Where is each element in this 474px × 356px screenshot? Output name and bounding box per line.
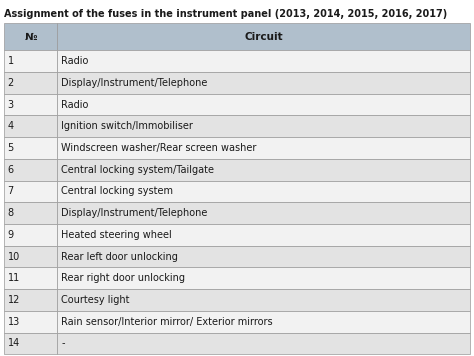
Text: Display/Instrument/Telephone: Display/Instrument/Telephone	[61, 78, 208, 88]
Text: Assignment of the fuses in the instrument panel (2013, 2014, 2015, 2016, 2017): Assignment of the fuses in the instrumen…	[4, 9, 447, 19]
Bar	[57, 115, 470, 137]
Bar	[57, 289, 470, 311]
Text: Rear right door unlocking: Rear right door unlocking	[61, 273, 185, 283]
Bar	[4, 202, 57, 224]
Bar	[4, 50, 57, 72]
Bar	[4, 333, 57, 354]
Bar	[57, 333, 470, 354]
Text: 10: 10	[8, 252, 20, 262]
Text: 1: 1	[8, 56, 14, 66]
Text: Central locking system: Central locking system	[61, 187, 173, 197]
Text: Heated steering wheel: Heated steering wheel	[61, 230, 172, 240]
Bar	[4, 289, 57, 311]
Bar	[4, 224, 57, 246]
Text: 7: 7	[8, 187, 14, 197]
Text: Rain sensor/Interior mirror/ Exterior mirrors: Rain sensor/Interior mirror/ Exterior mi…	[61, 316, 273, 327]
Bar	[4, 159, 57, 180]
Bar	[4, 94, 57, 115]
Text: 4: 4	[8, 121, 14, 131]
Text: Radio: Radio	[61, 100, 89, 110]
Bar	[57, 246, 470, 267]
Text: 11: 11	[8, 273, 20, 283]
Bar	[57, 137, 470, 159]
Text: -: -	[61, 338, 65, 349]
Text: Circuit: Circuit	[245, 32, 283, 42]
Bar	[4, 180, 57, 202]
Bar	[4, 137, 57, 159]
Bar	[4, 311, 57, 333]
Text: 9: 9	[8, 230, 14, 240]
Bar	[57, 311, 470, 333]
Text: Rear left door unlocking: Rear left door unlocking	[61, 252, 178, 262]
Text: 2: 2	[8, 78, 14, 88]
Text: Courtesy light: Courtesy light	[61, 295, 130, 305]
Text: Radio: Radio	[61, 56, 89, 66]
Bar	[57, 224, 470, 246]
Bar	[57, 202, 470, 224]
Bar	[57, 159, 470, 180]
Bar	[4, 115, 57, 137]
Bar	[57, 180, 470, 202]
Text: 13: 13	[8, 316, 20, 327]
Text: 8: 8	[8, 208, 14, 218]
Bar	[57, 50, 470, 72]
Bar	[57, 94, 470, 115]
Bar	[4, 72, 57, 94]
Text: 5: 5	[8, 143, 14, 153]
Bar	[57, 23, 470, 50]
Bar	[4, 23, 57, 50]
Text: Display/Instrument/Telephone: Display/Instrument/Telephone	[61, 208, 208, 218]
Bar	[57, 267, 470, 289]
Text: 14: 14	[8, 338, 20, 349]
Text: №: №	[24, 32, 37, 42]
Text: Ignition switch/Immobiliser: Ignition switch/Immobiliser	[61, 121, 193, 131]
Text: 3: 3	[8, 100, 14, 110]
Bar	[4, 267, 57, 289]
Text: 12: 12	[8, 295, 20, 305]
Text: Central locking system/Tailgate: Central locking system/Tailgate	[61, 165, 214, 175]
Bar	[57, 72, 470, 94]
Text: 6: 6	[8, 165, 14, 175]
Text: Windscreen washer/Rear screen washer: Windscreen washer/Rear screen washer	[61, 143, 256, 153]
Bar	[4, 246, 57, 267]
